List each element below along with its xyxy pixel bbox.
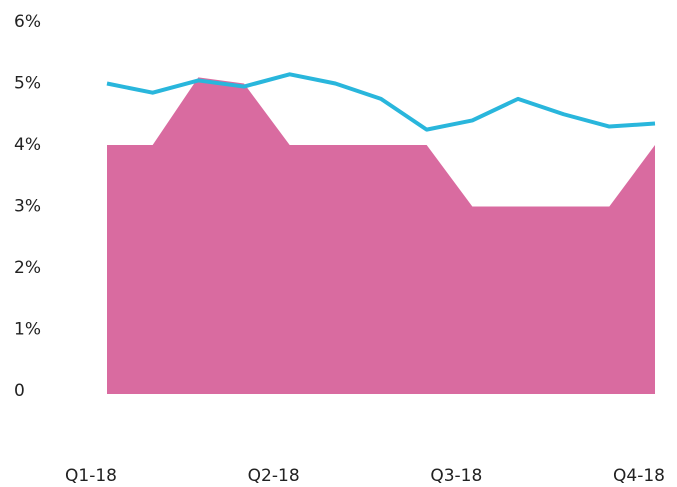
y-tick-label: 6% [14,12,41,32]
y-tick-label: 2% [14,258,41,278]
line [106,72,656,132]
x-tick-label: Q4-18 [613,466,665,486]
x-tick-label: Q3-18 [430,466,482,486]
y-tick-label: 1% [14,320,41,340]
y-tick-label: 3% [14,197,41,217]
area [107,77,655,394]
x-tick-label: Q1-18 [65,466,117,486]
y-tick-label: 4% [14,135,41,155]
y-tick-label: 5% [14,74,41,94]
x-tick-label: Q2-18 [248,466,300,486]
y-tick-label: 0 [14,381,25,401]
